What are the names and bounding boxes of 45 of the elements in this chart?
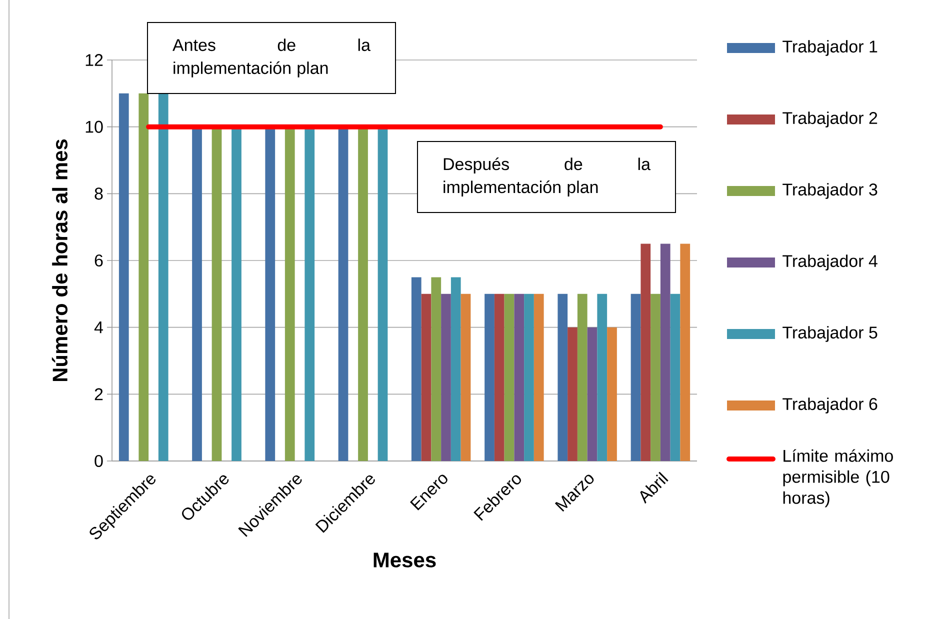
bar xyxy=(421,294,432,461)
bar xyxy=(660,244,670,461)
y-tick-label: 4 xyxy=(94,321,103,334)
bar xyxy=(524,294,534,461)
bar xyxy=(558,294,568,461)
y-tick-label: 8 xyxy=(94,188,103,200)
bar xyxy=(158,93,168,461)
bar xyxy=(630,294,641,461)
legend-label: Límite máximo permisible (10 horas) xyxy=(783,449,893,508)
annotation: Después de la implementación plan xyxy=(444,157,651,197)
bar xyxy=(650,294,660,461)
y-tick-label: 10 xyxy=(86,120,103,133)
bar xyxy=(431,277,442,461)
bar xyxy=(587,327,598,461)
bar xyxy=(441,294,451,461)
bar xyxy=(484,294,494,461)
bar xyxy=(670,294,680,461)
bar xyxy=(597,294,608,461)
legend-label: Trabajador 1 xyxy=(782,40,878,56)
bar xyxy=(640,244,651,461)
bar xyxy=(138,93,149,461)
bar xyxy=(118,93,129,461)
y-tick-label: 2 xyxy=(94,388,103,400)
bar xyxy=(577,294,588,461)
legend-label: Trabajador 3 xyxy=(782,183,878,199)
bar xyxy=(504,294,514,461)
legend-label: Trabajador 4 xyxy=(782,254,878,270)
bar xyxy=(450,277,461,461)
y-tick-label: 6 xyxy=(94,254,103,267)
y-tick-label: 0 xyxy=(94,454,103,468)
bar xyxy=(680,244,690,461)
annotation: Antes de la implementación plan xyxy=(172,38,370,78)
legend-label: Trabajador 5 xyxy=(782,326,878,342)
bar xyxy=(568,327,578,461)
bar xyxy=(514,294,524,461)
y-axis-title: Número de horas al mes xyxy=(52,139,68,382)
legend-label: Trabajador 6 xyxy=(782,398,878,414)
bar xyxy=(411,277,422,461)
bar xyxy=(534,294,544,461)
bar xyxy=(607,327,617,461)
legend-label: Trabajador 2 xyxy=(782,112,878,128)
bar xyxy=(460,294,471,461)
bar xyxy=(494,294,504,461)
y-tick-label: 12 xyxy=(86,54,103,66)
x-axis-title: Meses xyxy=(374,552,436,568)
